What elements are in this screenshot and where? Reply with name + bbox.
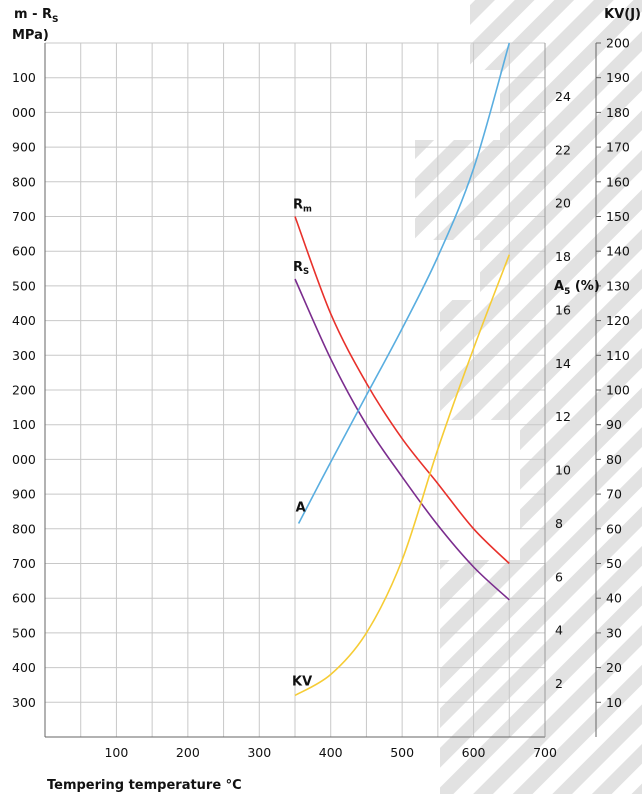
left-tick-label: 700: [12, 556, 36, 571]
left-axis-unit: MPa): [12, 28, 49, 43]
a5-tick-label: 10: [555, 463, 571, 478]
left-tick-label: 800: [12, 521, 36, 536]
a5-axis-title-unit: (%): [570, 279, 599, 294]
kv-tick-label: 10: [606, 695, 622, 710]
kv-tick-label: 190: [606, 70, 630, 85]
kv-tick-label: 160: [606, 174, 630, 189]
kv-tick-label: 150: [606, 209, 630, 224]
a5-tick-label: 22: [555, 142, 571, 157]
series-label-name: A: [296, 500, 306, 515]
left-tick-label: 400: [12, 313, 36, 328]
labels: 300 400 500 600 700 800 900 000 100 200 300 400 500 6…: [12, 7, 641, 793]
gridlines: [45, 42, 545, 737]
kv-tick-label: 100: [606, 383, 630, 398]
x-tick-label: 500: [390, 745, 414, 760]
left-tick-label: 500: [12, 625, 36, 640]
watermark-hatching: [415, 0, 642, 794]
a5-tick-label: 16: [555, 302, 571, 317]
a5-axis-title-text: A: [554, 279, 564, 294]
a5-tick-label: 6: [555, 569, 563, 584]
left-tick-label: 100: [12, 70, 36, 85]
axes: [44, 42, 601, 738]
left-tick-label: 600: [12, 591, 36, 606]
left-tick-label: 700: [12, 209, 36, 224]
series-line-rm: [294, 216, 510, 565]
a5-tick-label: 20: [555, 196, 571, 211]
x-tick-label: 700: [533, 745, 557, 760]
kv-tick-label: 170: [606, 140, 630, 155]
a5-tick-label: 14: [555, 356, 571, 371]
series-label-a: A: [296, 500, 306, 515]
left-tick-label: 300: [12, 695, 36, 710]
kv-tick-label: 20: [606, 660, 622, 675]
x-tick-label: 600: [462, 745, 486, 760]
left-tick-label: 900: [12, 487, 36, 502]
kv-axis-title: KV(J): [604, 7, 641, 22]
series-lines: [294, 42, 511, 697]
x-tick-label: 400: [319, 745, 343, 760]
kv-tick-label: 60: [606, 521, 622, 536]
x-tick-label: 200: [176, 745, 200, 760]
a5-tick-label: 8: [555, 516, 563, 531]
x-tick-label: 100: [104, 745, 128, 760]
kv-tick-label: 80: [606, 452, 622, 467]
kv-tick-label: 140: [606, 244, 630, 259]
series-label-rs: RS: [293, 260, 309, 277]
a5-tick-label: 24: [555, 89, 571, 104]
x-axis-title: Tempering temperature °C: [47, 778, 242, 793]
left-tick-label: 300: [12, 348, 36, 363]
a5-tick-label: 2: [555, 676, 563, 691]
a5-tick-label: 4: [555, 623, 563, 638]
left-tick-label: 800: [12, 174, 36, 189]
left-axis-title: m - RS: [14, 7, 59, 25]
left-tick-label: 600: [12, 244, 36, 259]
left-axis-title-text: m - R: [14, 7, 52, 22]
kv-tick-label: 180: [606, 105, 630, 120]
series-label-rm: Rm: [293, 198, 312, 215]
left-tick-label: 200: [12, 383, 36, 398]
kv-tick-label: 90: [606, 417, 622, 432]
series-label-name: R: [293, 260, 303, 275]
kv-tick-label: 40: [606, 591, 622, 606]
a5-tick-label: 18: [555, 249, 571, 264]
x-tick-label: 300: [247, 745, 271, 760]
series-line-a: [297, 42, 511, 524]
left-tick-label: 100: [12, 417, 36, 432]
left-tick-label: 000: [12, 452, 36, 467]
left-tick-label: 400: [12, 660, 36, 675]
a5-axis-title: A5 (%): [554, 279, 600, 297]
kv-tick-label: 50: [606, 556, 622, 571]
a5-axis-title-sub: 5: [564, 287, 570, 297]
left-tick-label: 500: [12, 278, 36, 293]
series-label-name: R: [293, 198, 303, 213]
series-label-kv: KV: [292, 674, 312, 689]
kv-tick-label: 70: [606, 487, 622, 502]
kv-tick-label: 110: [606, 348, 630, 363]
kv-tick-label: 120: [606, 313, 630, 328]
a5-tick-label: 12: [555, 409, 571, 424]
left-tick-label: 900: [12, 140, 36, 155]
left-axis-title-sub: S: [52, 15, 58, 25]
series-label-sub: m: [303, 205, 312, 215]
series-line-rs: [294, 278, 510, 601]
series-line-kv: [294, 254, 511, 697]
series-label-sub: S: [303, 267, 309, 277]
kv-tick-label: 200: [606, 36, 630, 51]
kv-tick-label: 130: [606, 278, 630, 293]
left-tick-label: 000: [12, 105, 36, 120]
kv-tick-label: 30: [606, 625, 622, 640]
series-label-name: KV: [292, 674, 312, 689]
